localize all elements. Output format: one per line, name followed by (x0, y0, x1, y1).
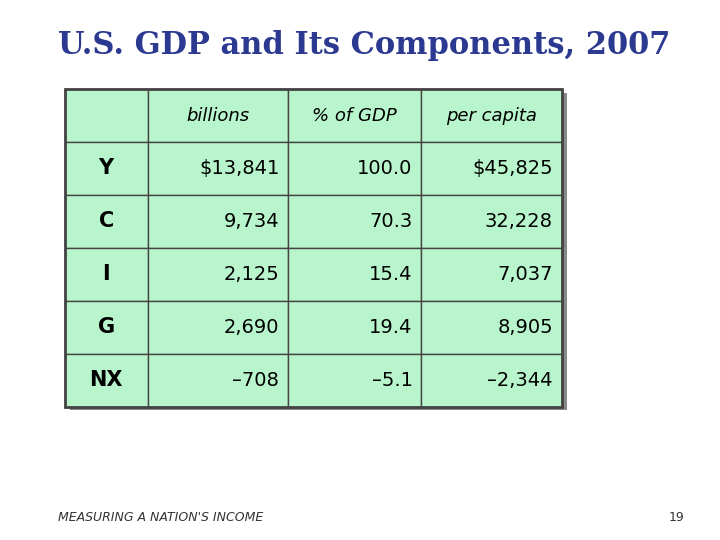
Text: billions: billions (186, 106, 249, 125)
Text: –5.1: –5.1 (372, 370, 413, 390)
Text: 15.4: 15.4 (369, 265, 413, 284)
Text: 7,037: 7,037 (498, 265, 553, 284)
Text: –708: –708 (233, 370, 279, 390)
Text: 70.3: 70.3 (369, 212, 413, 231)
Text: Y: Y (99, 158, 114, 179)
Text: C: C (99, 211, 114, 232)
Text: 32,228: 32,228 (485, 212, 553, 231)
Text: 100.0: 100.0 (357, 159, 413, 178)
Text: $45,825: $45,825 (472, 159, 553, 178)
Text: G: G (98, 317, 114, 338)
Text: % of GDP: % of GDP (312, 106, 397, 125)
Text: per capita: per capita (446, 106, 537, 125)
Text: 2,125: 2,125 (224, 265, 279, 284)
Text: 9,734: 9,734 (224, 212, 279, 231)
Text: U.S. GDP and Its Components, 2007: U.S. GDP and Its Components, 2007 (58, 30, 670, 60)
Text: I: I (102, 264, 110, 285)
Text: 8,905: 8,905 (498, 318, 553, 337)
Text: –2,344: –2,344 (487, 370, 553, 390)
Text: 19.4: 19.4 (369, 318, 413, 337)
Text: MEASURING A NATION'S INCOME: MEASURING A NATION'S INCOME (58, 511, 263, 524)
Text: 19: 19 (668, 511, 684, 524)
Text: 2,690: 2,690 (224, 318, 279, 337)
Text: $13,841: $13,841 (199, 159, 279, 178)
Text: NX: NX (89, 370, 123, 390)
